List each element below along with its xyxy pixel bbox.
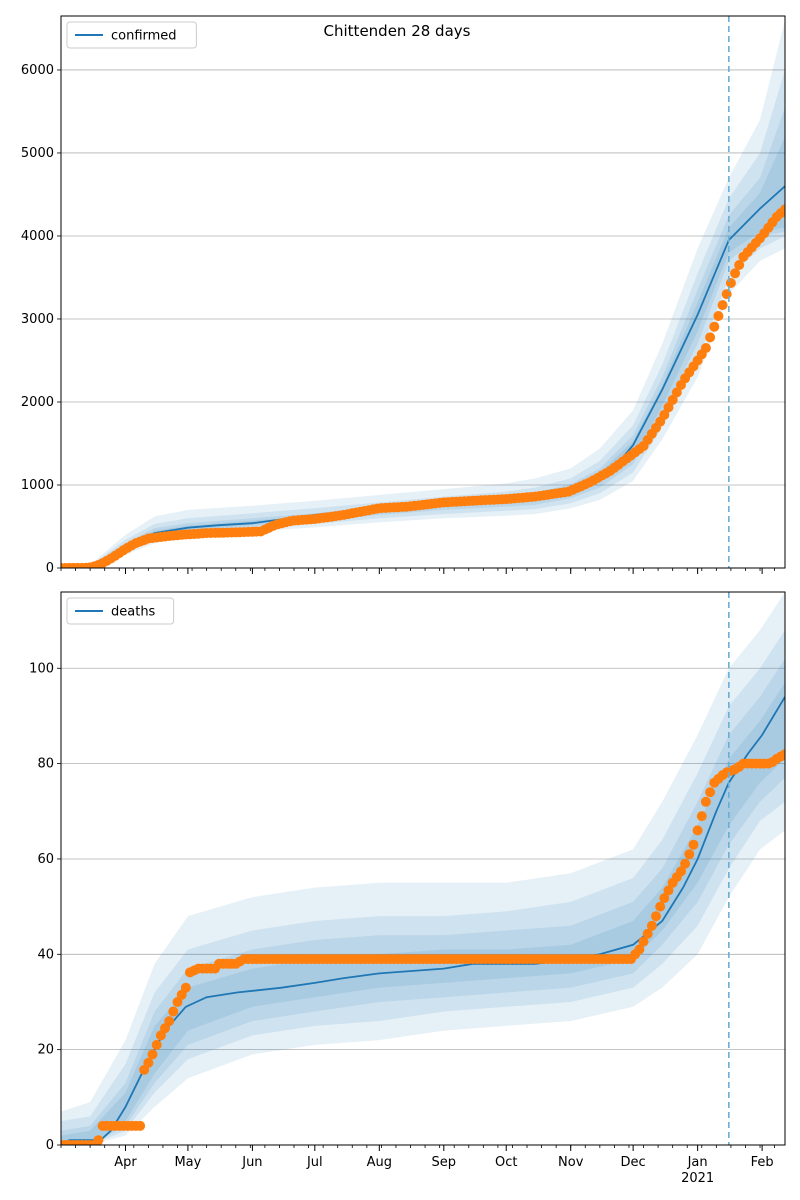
y-tick-label: 1000	[21, 478, 54, 493]
observed-point	[147, 1049, 158, 1060]
observed-point	[671, 387, 682, 398]
observed-point	[638, 936, 649, 947]
observed-point	[655, 901, 666, 912]
axes-frame	[60, 15, 786, 569]
legend: confirmed	[66, 21, 197, 49]
observed-point	[680, 858, 691, 869]
x-tick-label: Jan	[687, 1155, 708, 1170]
chart-title: Chittenden 28 days	[324, 22, 471, 40]
observed-point	[734, 260, 745, 270]
observed-point	[180, 982, 191, 993]
observed-point	[168, 1006, 179, 1017]
x-tick-label: Oct	[495, 1155, 517, 1170]
observed-point	[696, 811, 707, 822]
x-tick-label: Jul	[306, 1155, 323, 1170]
axes-frame	[60, 591, 786, 1146]
observed-point	[659, 893, 670, 904]
y-tick-label: 4000	[21, 229, 54, 244]
observed-point	[634, 944, 645, 955]
confirmed-panel: 0 1000 2000 3000 4000 5000 6000 Chittenden 28 d…	[21, 15, 786, 576]
y-tick-label: 6000	[21, 63, 54, 78]
legend-box	[66, 21, 197, 49]
x-tick-label: Dec	[621, 1155, 646, 1170]
observed-point	[143, 1057, 154, 1068]
observed-point	[725, 278, 736, 288]
observed-point	[780, 204, 785, 215]
observed-point	[700, 343, 711, 353]
y-tick-label: 5000	[21, 146, 54, 161]
x-tick-label: Sep	[432, 1155, 457, 1170]
observed-point	[642, 928, 653, 939]
plot-area	[61, 20, 785, 568]
y-tick-label: 60	[37, 852, 54, 867]
observed-point	[688, 839, 699, 850]
uncertainty-band-4	[61, 682, 785, 1145]
observed-point	[700, 796, 711, 807]
uncertainty-band-1	[61, 592, 785, 1145]
legend-label: deaths	[111, 605, 156, 620]
observed-point	[705, 332, 716, 343]
x-year-label: 2021	[681, 1171, 714, 1186]
series-line-deaths	[61, 696, 785, 1145]
observed-point	[93, 1135, 104, 1145]
y-tick-label: 2000	[21, 395, 54, 410]
observed-point	[663, 885, 674, 896]
observed-point	[659, 409, 670, 420]
uncertainty-band-2	[61, 630, 785, 1145]
y-tick-label: 100	[29, 661, 54, 676]
plot-area	[61, 592, 785, 1145]
legend-label: confirmed	[111, 29, 177, 44]
x-tick-label: May	[174, 1155, 201, 1170]
observed-point	[663, 402, 674, 413]
observed-point	[667, 394, 678, 405]
x-tick-label: Nov	[558, 1155, 584, 1170]
x-tick-label: Jun	[241, 1155, 262, 1170]
observed-point	[164, 1016, 175, 1027]
observed-point	[684, 849, 695, 860]
observed-point	[651, 911, 661, 922]
y-tick-label: 20	[37, 1043, 54, 1058]
legend-box	[66, 597, 175, 625]
y-tick-label: 80	[37, 757, 54, 772]
x-tick-label: Aug	[367, 1155, 392, 1170]
y-tick-label: 0	[46, 1138, 54, 1153]
observed-point	[717, 300, 728, 311]
observed-point	[151, 1039, 162, 1050]
observed-point	[730, 268, 741, 279]
observed-point	[135, 1120, 146, 1131]
y-tick-label: 40	[37, 947, 54, 962]
deaths-panel: 0 20 40 60 80 100 Apr May Jun Jul Aug Sep Oct Nov Dec J…	[29, 591, 786, 1186]
uncertainty-band-3	[61, 658, 785, 1145]
y-tick-label: 3000	[21, 312, 54, 327]
observed-point	[713, 311, 724, 321]
observed-point	[692, 825, 703, 836]
x-tick-label: Feb	[751, 1155, 774, 1170]
observed-point	[705, 787, 716, 798]
observed-point	[676, 866, 686, 877]
x-tick-label: Apr	[114, 1155, 137, 1170]
observed-point	[721, 289, 732, 300]
observed-point	[646, 920, 657, 931]
legend: deaths	[66, 597, 175, 625]
y-tick-label: 0	[46, 561, 54, 576]
observed-point	[780, 749, 785, 760]
observed-point	[709, 321, 720, 332]
